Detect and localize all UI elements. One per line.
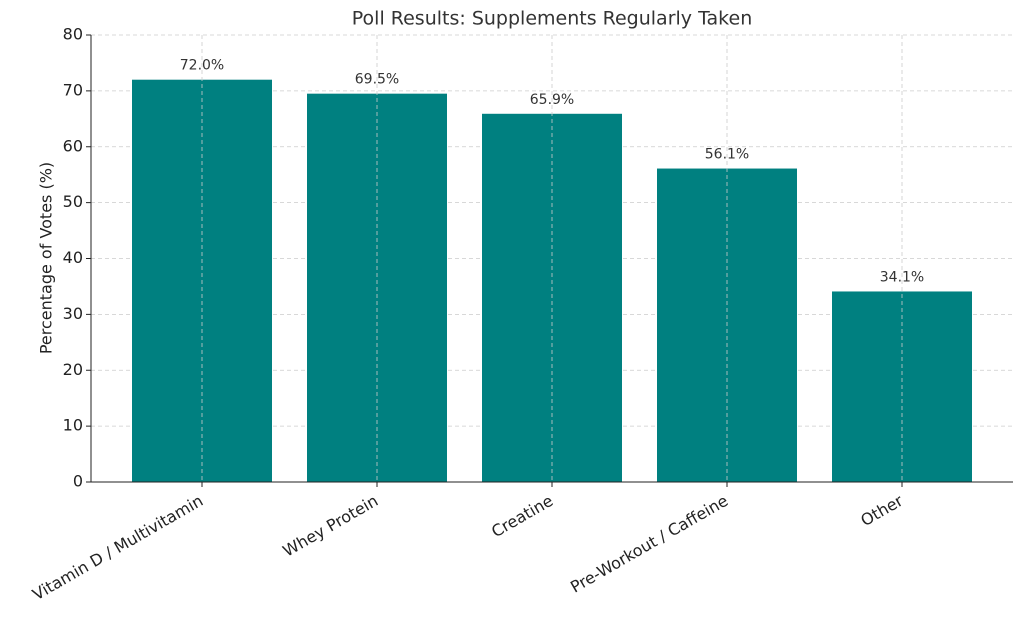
value-label: 65.9% (530, 92, 574, 108)
y-tick-label: 20 (63, 360, 83, 379)
x-tick-label: Creatine (488, 491, 556, 541)
y-tick-label: 30 (63, 304, 83, 323)
x-tick-label: Whey Protein (280, 491, 382, 561)
x-tick-label: Vitamin D / Multivitamin (29, 491, 206, 604)
x-tick-label: Other (857, 491, 906, 530)
y-tick-label: 10 (63, 416, 83, 435)
value-label: 72.0% (180, 58, 224, 74)
value-label: 69.5% (355, 72, 399, 88)
y-tick-label: 70 (63, 80, 83, 99)
value-label: 56.1% (705, 147, 749, 163)
y-axis-label: Percentage of Votes (%) (37, 162, 56, 354)
value-label: 34.1% (880, 269, 924, 285)
y-tick-label: 0 (73, 472, 83, 491)
chart-title: Poll Results: Supplements Regularly Take… (352, 8, 752, 30)
y-tick-label: 50 (63, 192, 83, 211)
y-tick-label: 40 (63, 248, 83, 267)
x-tick-label: Pre-Workout / Caffeine (567, 491, 731, 597)
y-tick-label: 60 (63, 136, 83, 155)
y-tick-label: 80 (63, 25, 83, 44)
